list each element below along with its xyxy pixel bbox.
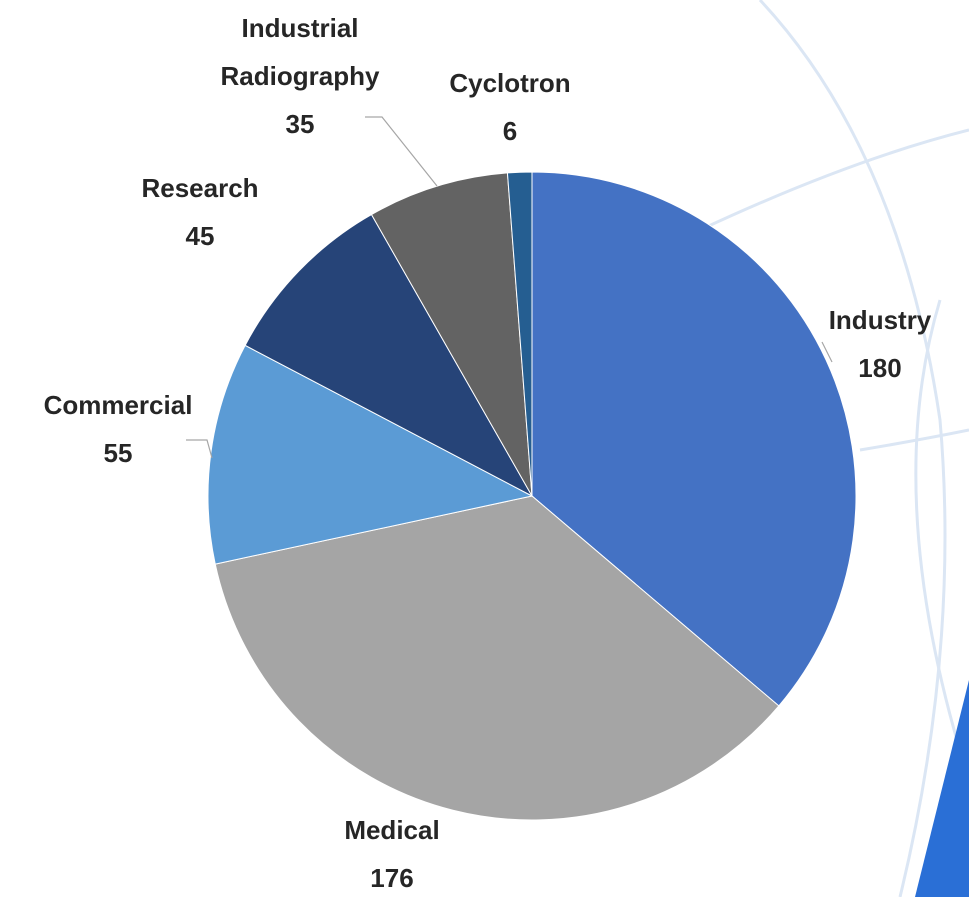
- pie: [208, 172, 856, 820]
- slice-label: Industry: [829, 305, 932, 335]
- slice-value: 176: [370, 863, 413, 893]
- chart: Industry 180 Medical 176 Commercial 55 Researc…: [0, 0, 969, 897]
- label-line: Radiography: [221, 61, 380, 91]
- slice-label: Medical: [344, 815, 439, 845]
- slice-value: 35: [286, 109, 315, 139]
- slice-label: Research: [141, 173, 258, 203]
- slice-value: 6: [503, 116, 517, 146]
- slice-label: Industrial Radiography: [221, 13, 380, 91]
- slice-label: Commercial: [44, 390, 193, 420]
- slice-value: 45: [186, 221, 215, 251]
- label-line: Industrial: [241, 13, 358, 43]
- slice-value: 55: [104, 438, 133, 468]
- slice-value: 180: [858, 353, 901, 383]
- slice-label: Cyclotron: [449, 68, 570, 98]
